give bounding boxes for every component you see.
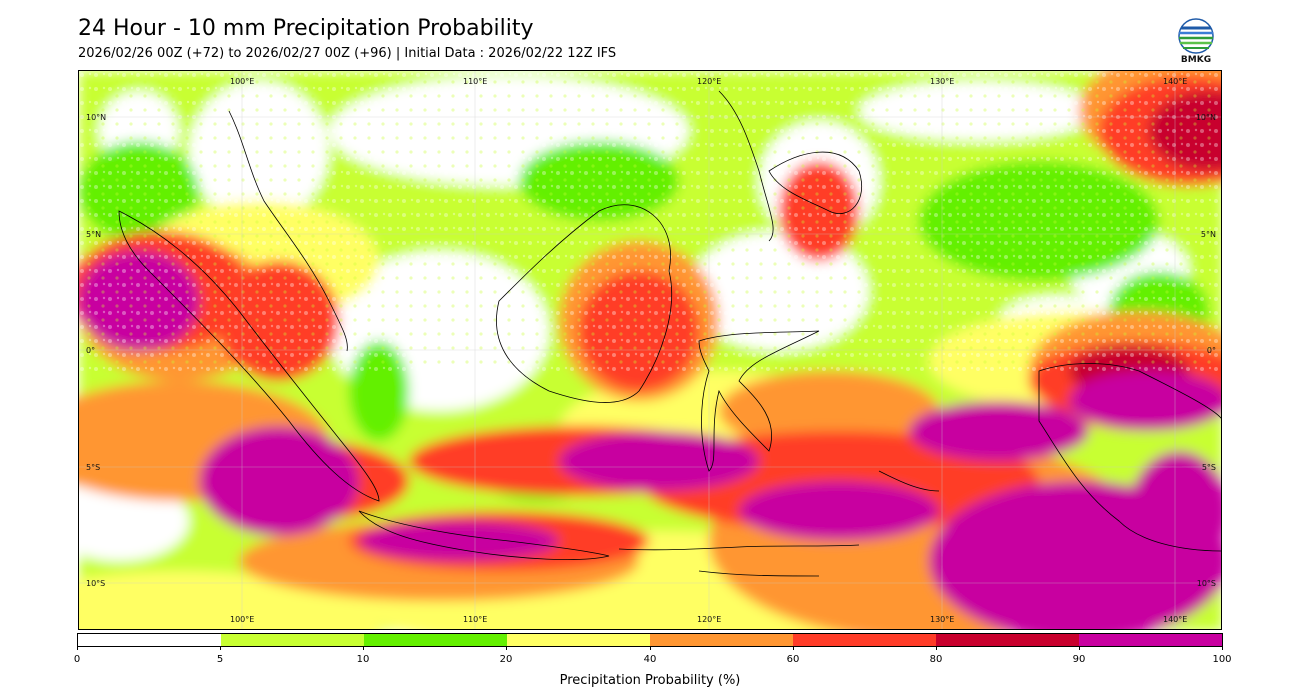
lat-label: 5°N (1201, 230, 1216, 239)
lat-labels-left: 10°N 5°N 0° 5°S 10°S (86, 113, 106, 588)
precipitation-map: 100°E 110°E 120°E 130°E 140°E 100°E 110°… (78, 70, 1222, 630)
lon-label: 130°E (930, 615, 954, 624)
lon-label: 120°E (697, 77, 721, 86)
legend-tick-mark (936, 646, 937, 650)
bmkg-logo: BMKG (1174, 18, 1218, 66)
legend-tick-mark (650, 646, 651, 650)
bmkg-logo-text: BMKG (1180, 55, 1212, 65)
legend-tick-mark (793, 646, 794, 650)
legend-tick-mark (77, 646, 78, 650)
legend-title: Precipitation Probability (%) (559, 673, 741, 688)
lat-label: 0° (1207, 346, 1216, 355)
lat-label: 5°S (1202, 463, 1216, 472)
legend-color-segment (650, 634, 793, 646)
legend-tick-mark (220, 646, 221, 650)
legend-tick-label: 40 (643, 654, 657, 665)
lon-labels-bottom: 100°E 110°E 120°E 130°E 140°E (230, 615, 1187, 624)
lat-label: 5°S (86, 463, 100, 472)
lon-label: 100°E (230, 77, 254, 86)
legend-tick-mark (363, 646, 364, 650)
legend-ticks: 0 5 10 20 40 60 80 90 100 (73, 646, 1232, 666)
legend-color-segment (364, 634, 507, 646)
lat-label: 0° (86, 346, 95, 355)
legend-color-segment (793, 634, 936, 646)
chart-subtitle: 2026/02/26 00Z (+72) to 2026/02/27 00Z (… (78, 46, 617, 61)
lon-label: 120°E (697, 615, 721, 624)
lat-label: 10°S (1197, 579, 1216, 588)
field-texture (79, 71, 1221, 371)
legend-tick-label: 60 (786, 654, 800, 665)
legend-tick-label: 80 (929, 654, 943, 665)
legend-color-segment (78, 634, 221, 646)
legend-tick-mark (1079, 646, 1080, 650)
lon-label: 110°E (463, 615, 487, 624)
legend-color-segment (1079, 634, 1222, 646)
map-canvas: 100°E 110°E 120°E 130°E 140°E 100°E 110°… (79, 71, 1221, 629)
legend-tick-label: 0 (73, 654, 81, 665)
lat-label: 10°S (86, 579, 105, 588)
legend-color-segment (507, 634, 650, 646)
legend-tick-mark (1222, 646, 1223, 650)
lon-labels-top: 100°E 110°E 120°E 130°E 140°E (230, 77, 1187, 86)
coastlines (118, 90, 1221, 577)
legend-tick-label: 90 (1072, 654, 1086, 665)
legend-tick-mark (506, 646, 507, 650)
lon-label: 100°E (230, 615, 254, 624)
lon-label: 140°E (1163, 615, 1187, 624)
bmkg-logo-icon (1178, 18, 1214, 54)
lat-labels-right: 10°N 5°N 0° 5°S 10°S (1196, 113, 1216, 588)
chart-title: 24 Hour - 10 mm Precipitation Probabilit… (78, 16, 534, 41)
legend-colorbar (77, 633, 1223, 647)
graticule (79, 71, 1221, 629)
legend-tick-label: 5 (216, 654, 224, 665)
legend-tick-label: 100 (1212, 654, 1232, 665)
legend-tick-label: 20 (499, 654, 513, 665)
lat-label: 5°N (86, 230, 101, 239)
legend-tick-label: 10 (356, 654, 370, 665)
lon-label: 130°E (930, 77, 954, 86)
legend-color-segment (221, 634, 364, 646)
legend-color-segment (936, 634, 1079, 646)
lon-label: 110°E (463, 77, 487, 86)
lat-label: 10°N (1196, 113, 1216, 122)
lon-label: 140°E (1163, 77, 1187, 86)
lat-label: 10°N (86, 113, 106, 122)
